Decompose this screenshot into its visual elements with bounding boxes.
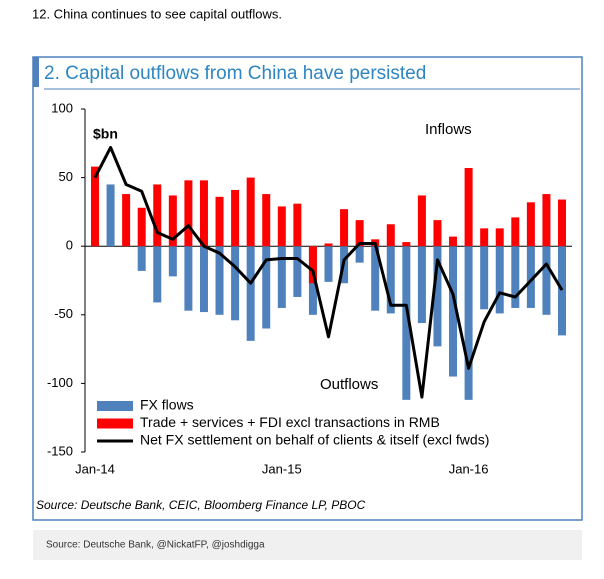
bar [558, 199, 566, 247]
bar [417, 195, 426, 247]
bar [542, 246, 551, 315]
unit-label: $bn [93, 126, 118, 142]
line [93, 145, 564, 399]
bar [464, 246, 473, 400]
x-tick-label: Jan-16 [449, 461, 489, 476]
bar [137, 207, 146, 247]
bar [231, 189, 240, 247]
bar [449, 236, 458, 247]
bar [168, 195, 177, 247]
legend-label: FX flows [140, 397, 194, 413]
bar [293, 246, 302, 297]
page-heading: 12. China continues to see capital outfl… [32, 6, 282, 21]
footer-bar [33, 530, 582, 560]
bar [386, 224, 395, 247]
y-tick-label: 0 [66, 238, 73, 253]
bar [199, 180, 208, 247]
bar [246, 246, 255, 341]
bar [433, 246, 442, 347]
bar [495, 228, 504, 247]
bar [262, 194, 271, 247]
chart-frame [32, 56, 583, 521]
chart-source: Source: Deutsche Bank, CEIC, Bloomberg F… [36, 498, 366, 512]
bar [324, 243, 333, 247]
y-tick-label: -50 [54, 306, 73, 321]
bar [340, 209, 349, 247]
bar [277, 246, 286, 308]
bar [464, 167, 473, 247]
bar [168, 246, 177, 277]
bar [371, 246, 380, 311]
bar [153, 246, 162, 303]
bar [542, 194, 551, 247]
bar [526, 202, 535, 247]
bar [480, 228, 489, 247]
annotation: Inflows [425, 121, 472, 138]
bar [324, 246, 333, 282]
bar [558, 246, 566, 336]
bar [417, 246, 426, 324]
bar [433, 220, 442, 247]
bar [526, 246, 535, 308]
bar [262, 246, 271, 329]
bar [184, 246, 193, 311]
bar [355, 220, 364, 247]
legend-swatch [97, 418, 133, 429]
bar [308, 246, 317, 284]
bar [495, 246, 504, 314]
bar [153, 184, 162, 247]
footer: Source: Deutsche Bank, @NickatFP, @joshd… [46, 540, 265, 551]
bar [480, 246, 489, 310]
bar [386, 246, 395, 314]
bar [122, 194, 131, 247]
y-tick-label: -100 [47, 375, 73, 390]
legend-swatch [97, 401, 133, 411]
bar [511, 246, 520, 308]
bar [355, 246, 364, 263]
bar [199, 246, 208, 313]
bar [215, 196, 224, 247]
x-tick-label: Jan-14 [75, 461, 115, 476]
x-tick-label: Jan-15 [262, 461, 302, 476]
legend-label: Trade + services + FDI excl transactions… [140, 414, 440, 430]
y-tick-label: 100 [51, 100, 73, 115]
legend-label: Net FX settlement on behalf of clients &… [140, 432, 489, 448]
bar [402, 246, 411, 400]
y-tick-label: -150 [47, 443, 73, 458]
y-tick-label: 50 [59, 169, 73, 184]
bar [106, 184, 115, 247]
bar [137, 246, 146, 271]
bar [91, 166, 99, 247]
bar [449, 246, 458, 377]
title-bar [33, 57, 39, 87]
chart-title: 2. Capital outflows from China have pers… [44, 63, 426, 84]
bar [231, 246, 240, 321]
bar [246, 177, 255, 247]
bar [402, 242, 411, 247]
bar [215, 246, 224, 315]
annotation: Outflows [320, 376, 378, 393]
bar [293, 203, 302, 247]
bar [184, 180, 193, 247]
bar [511, 217, 520, 247]
bar [277, 206, 286, 247]
